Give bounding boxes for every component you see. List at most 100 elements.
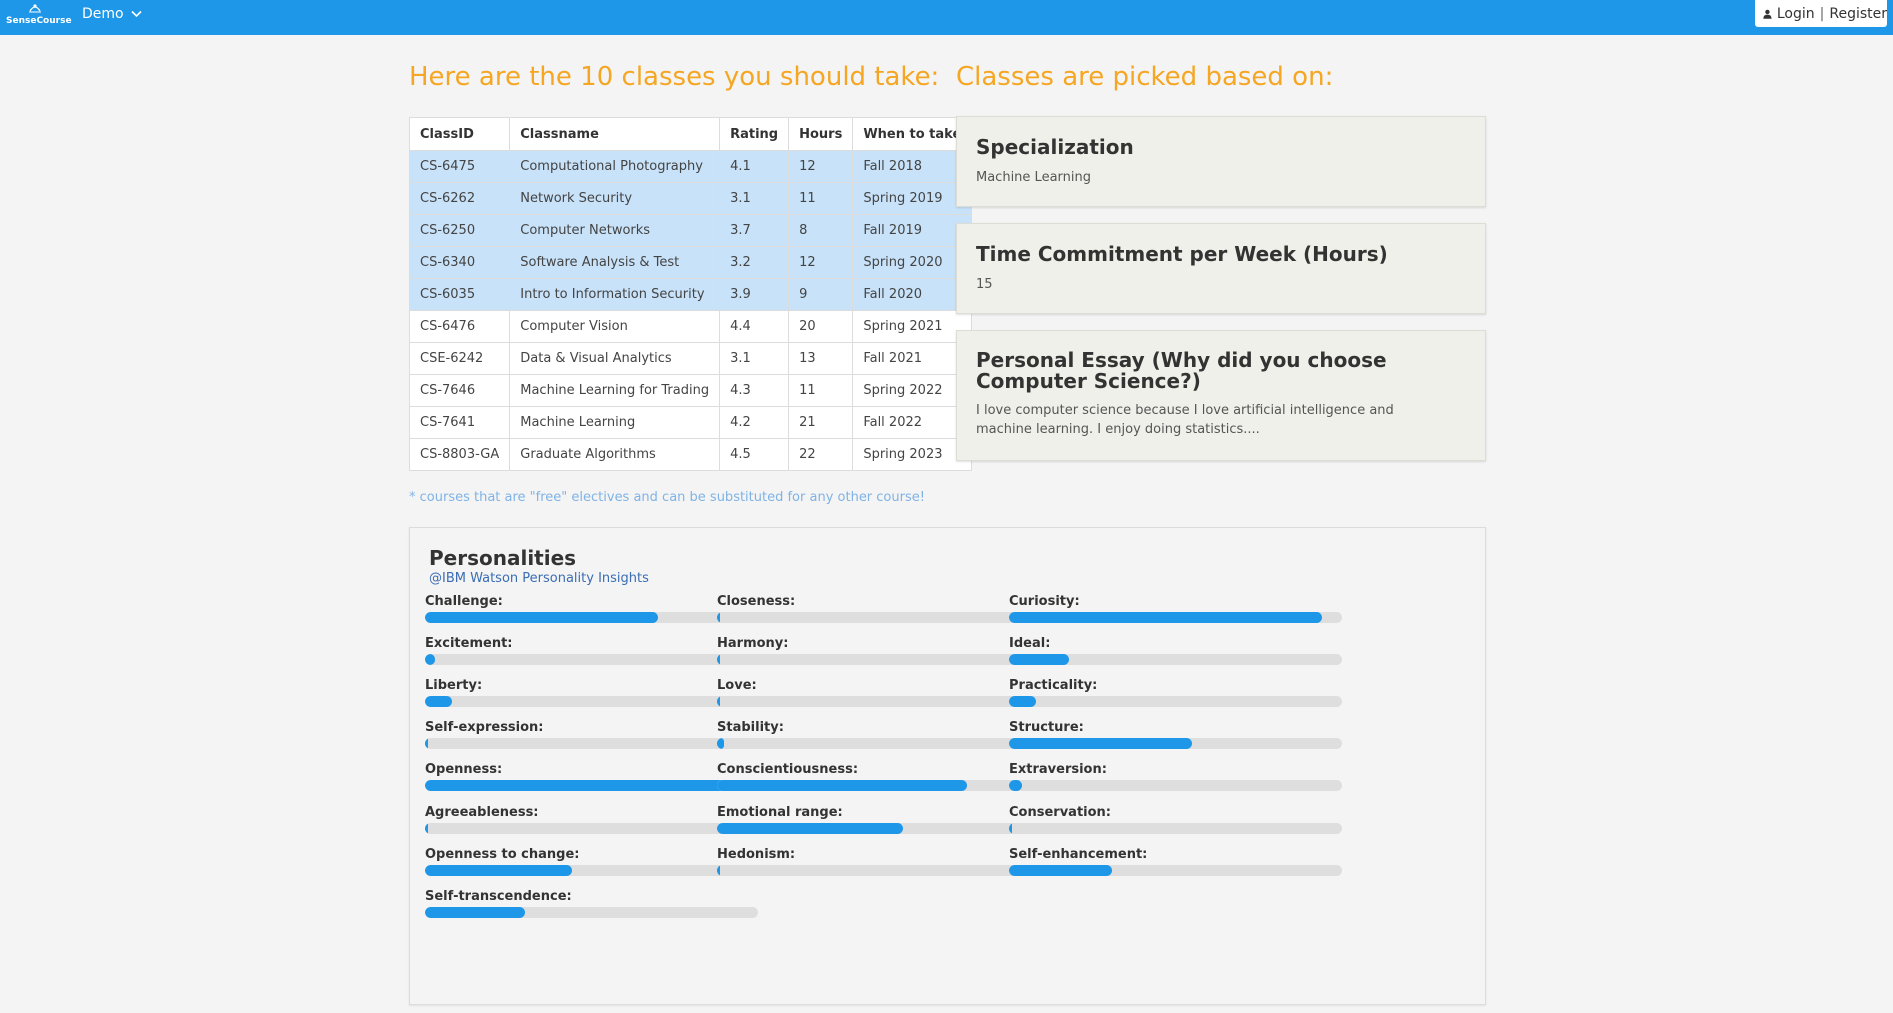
trait-item: Closeness:: [717, 594, 1050, 628]
trait-item: Practicality:: [1009, 678, 1342, 712]
table-row: CSE-6242 Data & Visual Analytics 3.1 13 Fall…: [410, 343, 972, 375]
trait-bar: [425, 612, 758, 623]
table-row: CS-6475 Computational Photography 4.1 12 Fal…: [410, 151, 972, 183]
col-classid: ClassID: [410, 118, 510, 151]
trait-bar-fill: [1009, 612, 1322, 623]
time-commitment-title: Time Commitment per Week (Hours): [976, 242, 1388, 266]
trait-bar: [425, 907, 758, 918]
trait-bar: [1009, 823, 1342, 834]
trait-bar-fill: [425, 738, 428, 749]
trait-label: Structure:: [1009, 720, 1084, 735]
when-cell: Fall 2018: [853, 151, 972, 183]
trait-bar-fill: [425, 654, 435, 665]
trait-bar-fill: [425, 696, 452, 707]
trait-bar: [425, 696, 758, 707]
class-id-cell: CS-6035: [410, 279, 510, 311]
rating-cell: 4.1: [720, 151, 789, 183]
trait-label: Closeness:: [717, 594, 795, 609]
hours-cell: 21: [789, 407, 853, 439]
class-id-cell: CS-6475: [410, 151, 510, 183]
trait-label: Self-transcendence:: [425, 889, 572, 904]
trait-bar-fill: [425, 907, 525, 918]
auth-separator: |: [1820, 6, 1825, 22]
trait-item: Stability:: [717, 720, 1050, 754]
hours-cell: 13: [789, 343, 853, 375]
trait-bar: [1009, 780, 1342, 791]
trait-bar: [717, 865, 1050, 876]
class-name-cell: Machine Learning: [510, 407, 720, 439]
logo-text: SenseCourse: [6, 16, 72, 26]
trait-item: Ideal:: [1009, 636, 1342, 670]
trait-bar: [717, 696, 1050, 707]
class-name-cell: Computer Networks: [510, 215, 720, 247]
when-cell: Fall 2022: [853, 407, 972, 439]
class-name-cell: Data & Visual Analytics: [510, 343, 720, 375]
col-hours: Hours: [789, 118, 853, 151]
trait-bar-fill: [425, 780, 755, 791]
trait-label: Hedonism:: [717, 847, 795, 862]
trait-label: Liberty:: [425, 678, 482, 693]
login-link[interactable]: Login: [1777, 6, 1815, 22]
personal-essay-value: I love computer science because I love a…: [976, 401, 1446, 439]
table-row: CS-6262 Network Security 3.1 11 Spring 2019: [410, 183, 972, 215]
class-name-cell: Computer Vision: [510, 311, 720, 343]
trait-item: Self-transcendence:: [425, 889, 758, 923]
register-link[interactable]: Register: [1829, 6, 1887, 22]
trait-item: Liberty:: [425, 678, 758, 712]
when-cell: Spring 2020: [853, 247, 972, 279]
trait-bar: [1009, 612, 1342, 623]
logo-glyph-icon: [27, 2, 43, 14]
trait-item: Emotional range:: [717, 805, 1050, 839]
trait-bar: [717, 780, 1050, 791]
when-cell: Spring 2021: [853, 311, 972, 343]
trait-bar-fill: [1009, 823, 1012, 834]
rating-cell: 3.1: [720, 343, 789, 375]
hours-cell: 22: [789, 439, 853, 471]
trait-bar: [717, 612, 1050, 623]
rating-cell: 4.2: [720, 407, 789, 439]
hours-cell: 11: [789, 375, 853, 407]
when-cell: Fall 2019: [853, 215, 972, 247]
trait-bar-fill: [1009, 865, 1112, 876]
trait-label: Emotional range:: [717, 805, 843, 820]
specialization-value: Machine Learning: [976, 168, 1091, 187]
sensecourse-logo[interactable]: SenseCourse: [6, 2, 64, 32]
rating-cell: 3.9: [720, 279, 789, 311]
trait-item: Structure:: [1009, 720, 1342, 754]
demo-dropdown[interactable]: Demo: [82, 6, 142, 22]
personal-essay-card: Personal Essay (Why did you choose Compu…: [956, 330, 1486, 461]
trait-bar-fill: [425, 612, 658, 623]
class-id-cell: CS-7641: [410, 407, 510, 439]
table-row: CS-7641 Machine Learning 4.2 21 Fall 2022: [410, 407, 972, 439]
table-row: CS-7646 Machine Learning for Trading 4.3 11…: [410, 375, 972, 407]
personal-essay-title: Personal Essay (Why did you choose Compu…: [976, 350, 1446, 392]
trait-label: Curiosity:: [1009, 594, 1080, 609]
chevron-down-icon: [131, 10, 142, 18]
auth-box: Login | Register: [1755, 0, 1887, 27]
trait-item: Conscientiousness:: [717, 762, 1050, 796]
trait-item: Love:: [717, 678, 1050, 712]
trait-bar-fill: [717, 738, 724, 749]
table-row: CS-6250 Computer Networks 3.7 8 Fall 2019: [410, 215, 972, 247]
trait-item: Harmony:: [717, 636, 1050, 670]
personalities-title: Personalities: [429, 546, 576, 570]
trait-label: Challenge:: [425, 594, 503, 609]
classes-table: ClassID Classname Rating Hours When to t…: [409, 117, 972, 471]
trait-item: Excitement:: [425, 636, 758, 670]
trait-label: Self-enhancement:: [1009, 847, 1147, 862]
rating-cell: 3.7: [720, 215, 789, 247]
when-cell: Spring 2023: [853, 439, 972, 471]
trait-label: Conscientiousness:: [717, 762, 858, 777]
trait-label: Love:: [717, 678, 757, 693]
table-row: CS-6035 Intro to Information Security 3.9 9…: [410, 279, 972, 311]
when-cell: Fall 2021: [853, 343, 972, 375]
when-cell: Spring 2019: [853, 183, 972, 215]
trait-item: Challenge:: [425, 594, 758, 628]
top-navbar: SenseCourse Demo Login | Register: [0, 0, 1893, 35]
trait-bar-fill: [717, 696, 720, 707]
class-id-cell: CSE-6242: [410, 343, 510, 375]
trait-label: Stability:: [717, 720, 784, 735]
table-row: CS-6476 Computer Vision 4.4 20 Spring 2021: [410, 311, 972, 343]
rating-cell: 4.3: [720, 375, 789, 407]
rating-cell: 4.5: [720, 439, 789, 471]
